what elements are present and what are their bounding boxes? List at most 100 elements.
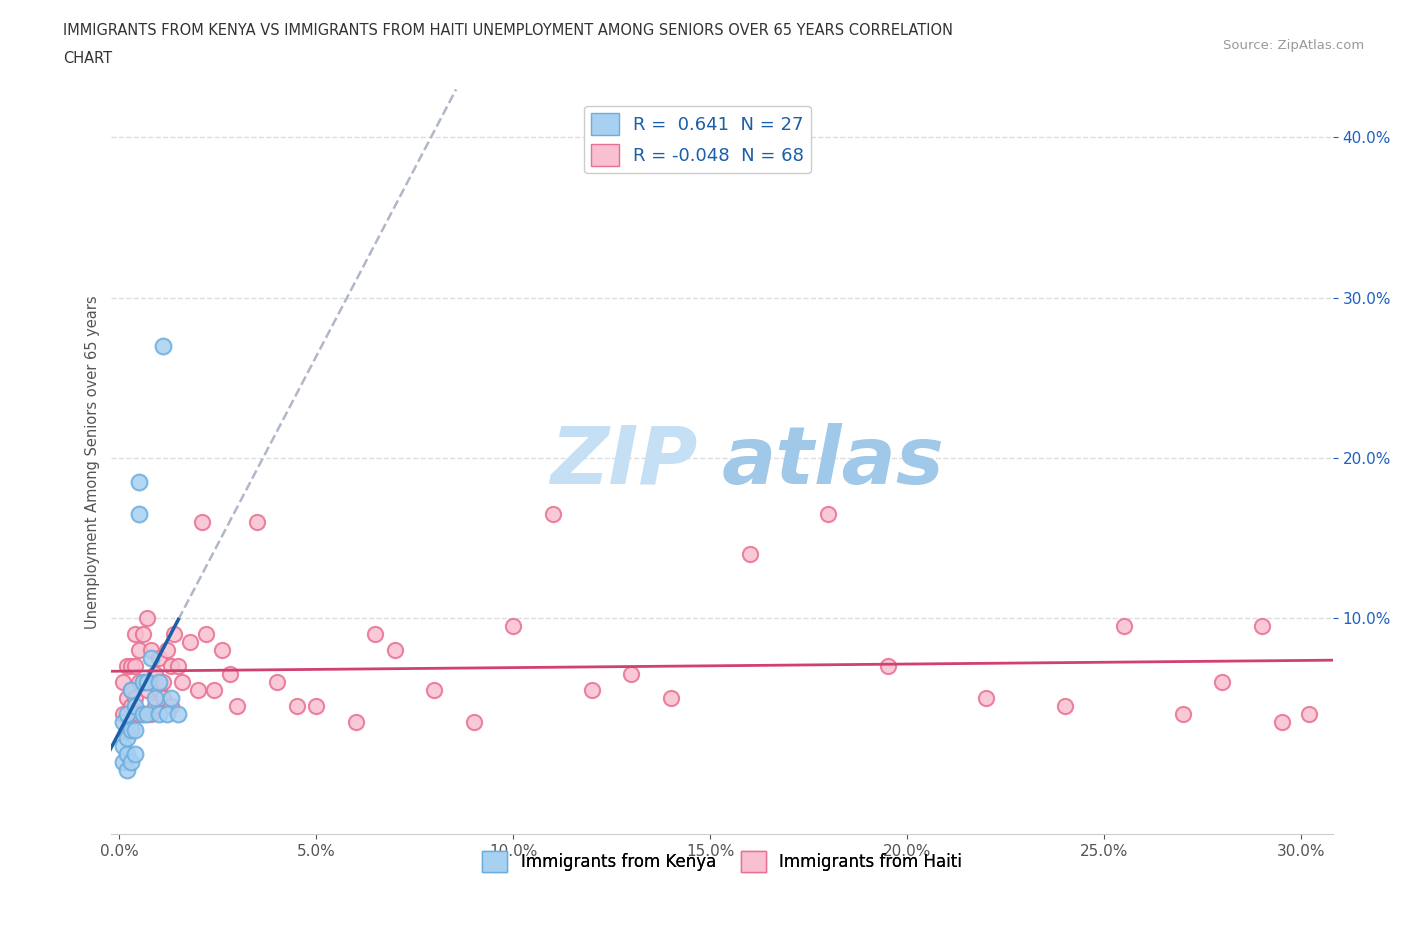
Point <box>218 667 240 682</box>
Point <box>1270 715 1292 730</box>
Point <box>115 691 138 706</box>
Point <box>124 691 146 706</box>
Point <box>120 698 142 713</box>
Point <box>155 707 177 722</box>
Point <box>246 514 269 529</box>
Point <box>152 691 174 706</box>
Legend: Immigrants from Kenya, Immigrants from Haiti: Immigrants from Kenya, Immigrants from H… <box>475 844 969 878</box>
Point <box>211 643 233 658</box>
Point <box>132 627 155 642</box>
Point <box>502 618 524 633</box>
Point <box>115 731 138 746</box>
Text: CHART: CHART <box>63 51 112 66</box>
Point <box>139 707 162 722</box>
Point <box>1211 675 1233 690</box>
Point <box>112 715 135 730</box>
Point <box>266 675 288 690</box>
Point <box>135 707 157 722</box>
Point <box>115 747 138 762</box>
Point <box>1250 618 1272 633</box>
Point <box>148 675 170 690</box>
Point <box>179 635 201 650</box>
Point <box>112 707 135 722</box>
Point <box>152 675 174 690</box>
Point <box>148 683 170 698</box>
Point <box>120 755 142 770</box>
Point <box>128 675 150 690</box>
Point <box>155 643 177 658</box>
Point <box>139 675 162 690</box>
Point <box>541 507 564 522</box>
Point <box>581 683 603 698</box>
Point <box>172 675 194 690</box>
Point <box>876 658 898 673</box>
Point <box>202 683 225 698</box>
Point <box>620 667 643 682</box>
Point <box>148 651 170 666</box>
Point <box>143 667 166 682</box>
Point <box>159 691 181 706</box>
Point <box>285 698 308 713</box>
Point <box>128 507 150 522</box>
Point <box>132 675 155 690</box>
Point <box>152 339 174 353</box>
Point <box>115 658 138 673</box>
Point <box>1112 618 1135 633</box>
Point <box>120 723 142 737</box>
Point <box>124 658 146 673</box>
Point <box>132 707 155 722</box>
Point <box>423 683 446 698</box>
Point <box>115 707 138 722</box>
Point <box>194 627 217 642</box>
Point <box>159 698 181 713</box>
Point <box>344 715 367 730</box>
Point <box>124 747 146 762</box>
Point <box>159 658 181 673</box>
Point <box>112 739 135 754</box>
Point <box>128 643 150 658</box>
Point <box>128 707 150 722</box>
Point <box>163 627 186 642</box>
Point <box>1298 707 1320 722</box>
Point <box>124 707 146 722</box>
Point <box>143 691 166 706</box>
Point <box>120 658 142 673</box>
Point <box>974 691 997 706</box>
Point <box>148 707 170 722</box>
Point <box>167 707 190 722</box>
Point <box>226 698 249 713</box>
Point <box>1171 707 1194 722</box>
Point <box>191 514 214 529</box>
Text: IMMIGRANTS FROM KENYA VS IMMIGRANTS FROM HAITI UNEMPLOYMENT AMONG SENIORS OVER 6: IMMIGRANTS FROM KENYA VS IMMIGRANTS FROM… <box>63 23 953 38</box>
Point <box>135 683 157 698</box>
Point <box>115 763 138 777</box>
Point <box>1053 698 1076 713</box>
Point <box>817 507 839 522</box>
Point <box>132 675 155 690</box>
Point <box>143 698 166 713</box>
Point <box>659 691 682 706</box>
Point <box>115 723 138 737</box>
Point <box>384 643 406 658</box>
Point <box>124 698 146 713</box>
Point <box>112 675 135 690</box>
Point <box>120 683 142 698</box>
Point <box>738 547 761 562</box>
Point <box>187 683 209 698</box>
Text: atlas: atlas <box>723 423 945 501</box>
Y-axis label: Unemployment Among Seniors over 65 years: Unemployment Among Seniors over 65 years <box>86 295 100 629</box>
Point <box>135 675 157 690</box>
Point <box>124 723 146 737</box>
Point <box>135 611 157 626</box>
Point <box>364 627 387 642</box>
Point <box>139 643 162 658</box>
Point <box>463 715 485 730</box>
Point <box>132 707 155 722</box>
Point <box>139 651 162 666</box>
Point <box>120 683 142 698</box>
Point <box>167 658 190 673</box>
Point <box>305 698 328 713</box>
Text: ZIP: ZIP <box>550 423 697 501</box>
Point <box>124 627 146 642</box>
Text: Source: ZipAtlas.com: Source: ZipAtlas.com <box>1223 39 1364 52</box>
